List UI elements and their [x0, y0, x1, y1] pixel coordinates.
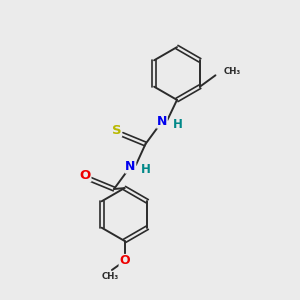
Text: H: H	[141, 163, 151, 176]
Text: O: O	[80, 169, 91, 182]
Text: O: O	[119, 254, 130, 268]
Text: N: N	[157, 115, 167, 128]
Text: H: H	[173, 118, 182, 131]
Text: CH₃: CH₃	[102, 272, 119, 281]
Text: S: S	[112, 124, 122, 137]
Text: N: N	[125, 160, 136, 173]
Text: CH₃: CH₃	[224, 67, 241, 76]
